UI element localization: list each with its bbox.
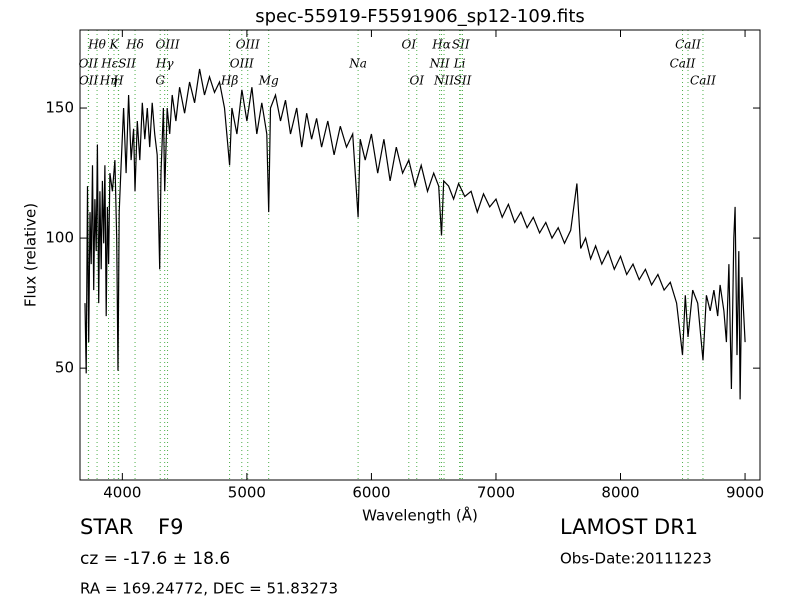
- spectral-line-label: OIII: [156, 38, 180, 52]
- object-class: STAR: [80, 515, 133, 539]
- spectral-line-label: SII: [452, 38, 470, 52]
- x-axis-label: Wavelength (Å): [362, 506, 478, 525]
- y-axis-label: Flux (relative): [22, 203, 40, 307]
- spectral-line-label: K: [109, 38, 120, 52]
- x-tick-label: 4000: [103, 484, 141, 502]
- x-tick-label: 8000: [601, 484, 639, 502]
- spectral-line-label: SII: [454, 74, 472, 88]
- spectral-line-label: Hη: [99, 74, 118, 88]
- y-tick-label: 150: [45, 99, 74, 117]
- spectral-line-label: Li: [453, 57, 466, 71]
- spectral-line-label: Na: [348, 57, 367, 71]
- spectral-line-label: Mg: [258, 74, 279, 88]
- x-tick-label: 7000: [477, 484, 515, 502]
- spectral-line-label: OI: [402, 38, 417, 52]
- spectral-line-label: OII: [79, 57, 99, 71]
- spectrum-line: [84, 68, 746, 400]
- spectral-line-label: HεSII: [100, 57, 136, 71]
- spectral-line-label: OI: [409, 74, 424, 88]
- spectral-line-label: CaII: [675, 38, 701, 52]
- spectral-line-label: H: [112, 74, 124, 88]
- redshift: cz = -17.6 ± 18.6: [80, 549, 230, 569]
- spectral-line-label: CaII: [670, 57, 696, 71]
- chart-title: spec-55919-F5591906_sp12-109.fits: [255, 6, 585, 27]
- x-tick-label: 5000: [228, 484, 266, 502]
- y-tick-label: 50: [55, 359, 74, 377]
- spectral-line-label: OII: [79, 74, 99, 88]
- spectral-line-label: G: [155, 74, 165, 88]
- spectral-line-label: NII: [429, 57, 450, 71]
- spectral-line-label: Hγ: [155, 57, 174, 71]
- x-tick-label: 9000: [726, 484, 764, 502]
- spectral-line-label: NII: [433, 74, 454, 88]
- object-subclass: F9: [158, 515, 183, 539]
- spectral-line-label: OIII: [236, 38, 260, 52]
- plot-frame: [79, 29, 761, 481]
- survey: LAMOST DR1: [560, 515, 698, 539]
- spectral-line-label: Hθ: [87, 38, 106, 52]
- spectral-line-label: CaII: [690, 74, 716, 88]
- coordinates: RA = 169.24772, DEC = 51.83273: [80, 580, 338, 598]
- x-tick-label: 6000: [352, 484, 390, 502]
- spectral-line-label: Hβ: [220, 74, 238, 88]
- spectral-line-label: Hδ: [125, 38, 144, 52]
- spectral-line-label: Hα: [431, 38, 451, 52]
- spectral-line-label: OIII: [230, 57, 254, 71]
- y-tick-label: 100: [45, 229, 74, 247]
- obs-date: Obs-Date:20111223: [560, 550, 712, 568]
